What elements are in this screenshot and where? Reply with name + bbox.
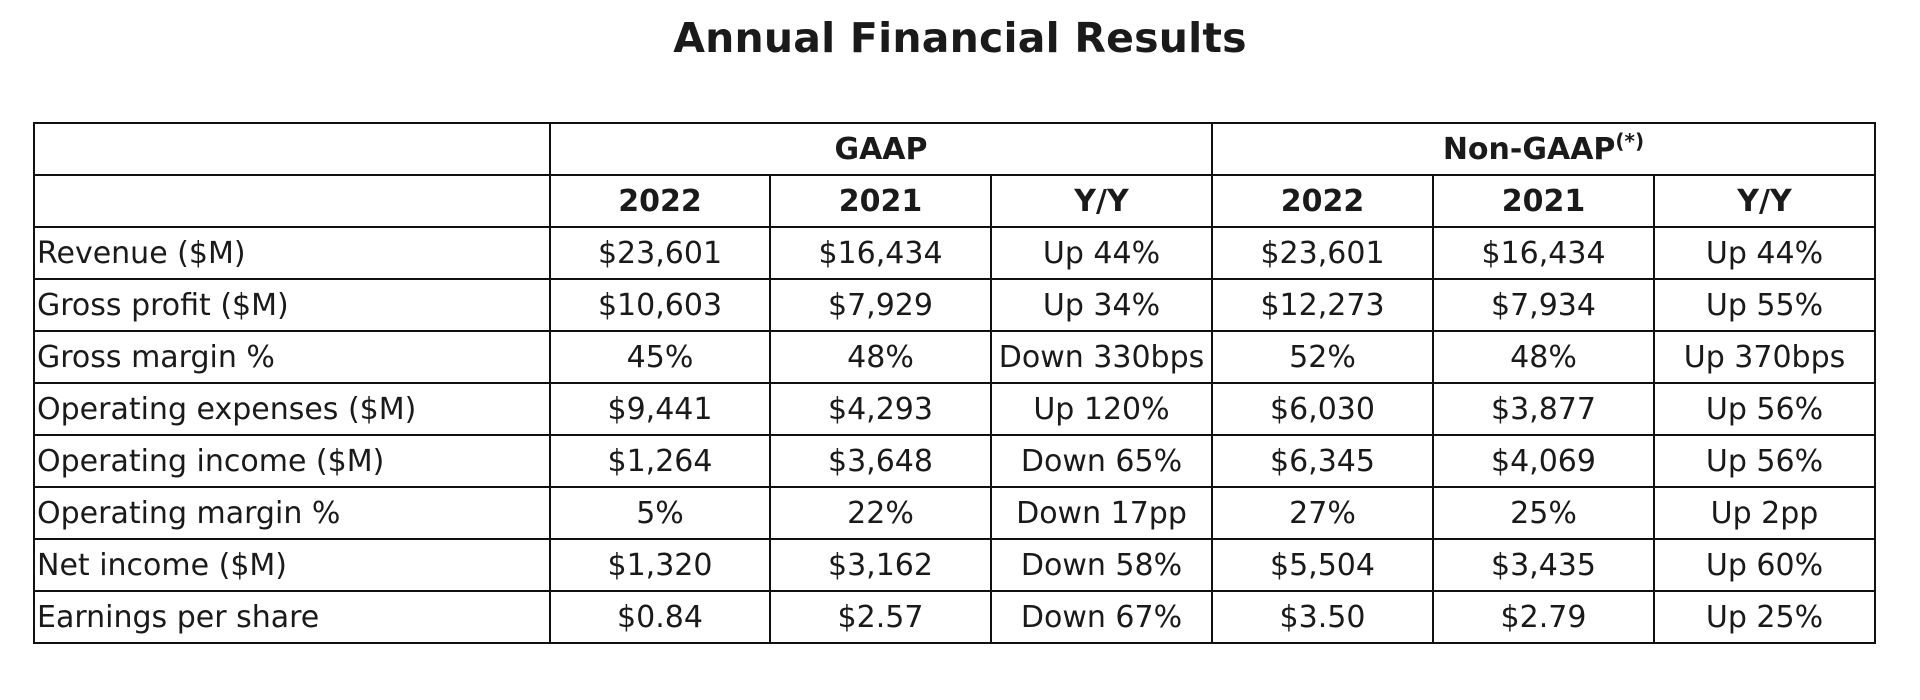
row-label: Earnings per share bbox=[33, 590, 551, 644]
gaap-group-header: GAAP bbox=[549, 122, 1213, 176]
table-cell: Up 2pp bbox=[1653, 486, 1876, 540]
table-cell: $10,603 bbox=[549, 278, 771, 332]
table-cell: $7,934 bbox=[1432, 278, 1655, 332]
column-header: 2022 bbox=[1211, 174, 1434, 228]
column-header: 2022 bbox=[549, 174, 771, 228]
table-cell: $2.57 bbox=[769, 590, 992, 644]
table-cell: $23,601 bbox=[1211, 226, 1434, 280]
table-cell: $3,435 bbox=[1432, 538, 1655, 592]
column-header-row: 2022 2021 Y/Y 2022 2021 Y/Y bbox=[33, 174, 1876, 228]
row-label: Revenue ($M) bbox=[33, 226, 551, 280]
row-label: Net income ($M) bbox=[33, 538, 551, 592]
table-cell: Down 65% bbox=[990, 434, 1213, 488]
table-cell: $6,345 bbox=[1211, 434, 1434, 488]
table-cell: $0.84 bbox=[549, 590, 771, 644]
table-cell: Up 25% bbox=[1653, 590, 1876, 644]
empty-label-header bbox=[33, 174, 551, 228]
column-header: 2021 bbox=[769, 174, 992, 228]
table-cell: $16,434 bbox=[769, 226, 992, 280]
nongaap-footnote-marker: (*) bbox=[1615, 128, 1645, 153]
row-label: Operating margin % bbox=[33, 486, 551, 540]
table-cell: Up 34% bbox=[990, 278, 1213, 332]
table-row: Revenue ($M) $23,601 $16,434 Up 44% $23,601 $… bbox=[33, 226, 1876, 280]
table-cell: $3,648 bbox=[769, 434, 992, 488]
table-row: Gross margin % 45% 48% Down 330bps 52% 48% Up … bbox=[33, 330, 1876, 384]
row-label: Gross profit ($M) bbox=[33, 278, 551, 332]
group-header-row: GAAP Non-GAAP(*) bbox=[33, 122, 1876, 176]
table-cell: Up 120% bbox=[990, 382, 1213, 436]
empty-corner-cell bbox=[33, 122, 551, 176]
table-cell: $6,030 bbox=[1211, 382, 1434, 436]
table-cell: Up 60% bbox=[1653, 538, 1876, 592]
table-cell: $3.50 bbox=[1211, 590, 1434, 644]
table-cell: 48% bbox=[1432, 330, 1655, 384]
table-cell: $5,504 bbox=[1211, 538, 1434, 592]
table-cell: Down 330bps bbox=[990, 330, 1213, 384]
table-cell: $3,877 bbox=[1432, 382, 1655, 436]
row-label: Gross margin % bbox=[33, 330, 551, 384]
table-cell: Up 44% bbox=[1653, 226, 1876, 280]
table-cell: 25% bbox=[1432, 486, 1655, 540]
table-cell: $1,264 bbox=[549, 434, 771, 488]
table-cell: $4,293 bbox=[769, 382, 992, 436]
table-body: Revenue ($M) $23,601 $16,434 Up 44% $23,601 $… bbox=[33, 226, 1876, 644]
table-cell: 5% bbox=[549, 486, 771, 540]
table-cell: 45% bbox=[549, 330, 771, 384]
financial-results-table: GAAP Non-GAAP(*) 2022 2021 Y/Y 2022 2021 Y/Y … bbox=[33, 122, 1876, 644]
table-cell: $2.79 bbox=[1432, 590, 1655, 644]
table-cell: $12,273 bbox=[1211, 278, 1434, 332]
nongaap-label: Non-GAAP bbox=[1442, 131, 1616, 167]
nongaap-group-header: Non-GAAP(*) bbox=[1211, 122, 1876, 176]
table-row: Net income ($M) $1,320 $3,162 Down 58% $5,50… bbox=[33, 538, 1876, 592]
column-header: Y/Y bbox=[990, 174, 1213, 228]
table-cell: $7,929 bbox=[769, 278, 992, 332]
table-cell: Down 58% bbox=[990, 538, 1213, 592]
column-header: Y/Y bbox=[1653, 174, 1876, 228]
column-header: 2021 bbox=[1432, 174, 1655, 228]
table-row: Operating income ($M) $1,264 $3,648 Down 65… bbox=[33, 434, 1876, 488]
table-cell: $16,434 bbox=[1432, 226, 1655, 280]
table-cell: Up 370bps bbox=[1653, 330, 1876, 384]
table-cell: 48% bbox=[769, 330, 992, 384]
table-cell: $1,320 bbox=[549, 538, 771, 592]
page-title: Annual Financial Results bbox=[673, 14, 1247, 62]
table-cell: Up 44% bbox=[990, 226, 1213, 280]
row-label: Operating expenses ($M) bbox=[33, 382, 551, 436]
table-cell: Up 56% bbox=[1653, 434, 1876, 488]
table-cell: 27% bbox=[1211, 486, 1434, 540]
table-cell: $3,162 bbox=[769, 538, 992, 592]
table-row: Earnings per share $0.84 $2.57 Down 67% $3.5… bbox=[33, 590, 1876, 644]
table-cell: $9,441 bbox=[549, 382, 771, 436]
table-cell: Up 55% bbox=[1653, 278, 1876, 332]
table-cell: $4,069 bbox=[1432, 434, 1655, 488]
table-row: Operating expenses ($M) $9,441 $4,293 Up 12… bbox=[33, 382, 1876, 436]
table-cell: 52% bbox=[1211, 330, 1434, 384]
table-cell: Down 17pp bbox=[990, 486, 1213, 540]
table-cell: Up 56% bbox=[1653, 382, 1876, 436]
table-row: Gross profit ($M) $10,603 $7,929 Up 34% $12,… bbox=[33, 278, 1876, 332]
table-cell: 22% bbox=[769, 486, 992, 540]
table-cell: Down 67% bbox=[990, 590, 1213, 644]
row-label: Operating income ($M) bbox=[33, 434, 551, 488]
table-cell: $23,601 bbox=[549, 226, 771, 280]
table-row: Operating margin % 5% 22% Down 17pp 27% 25% Up… bbox=[33, 486, 1876, 540]
